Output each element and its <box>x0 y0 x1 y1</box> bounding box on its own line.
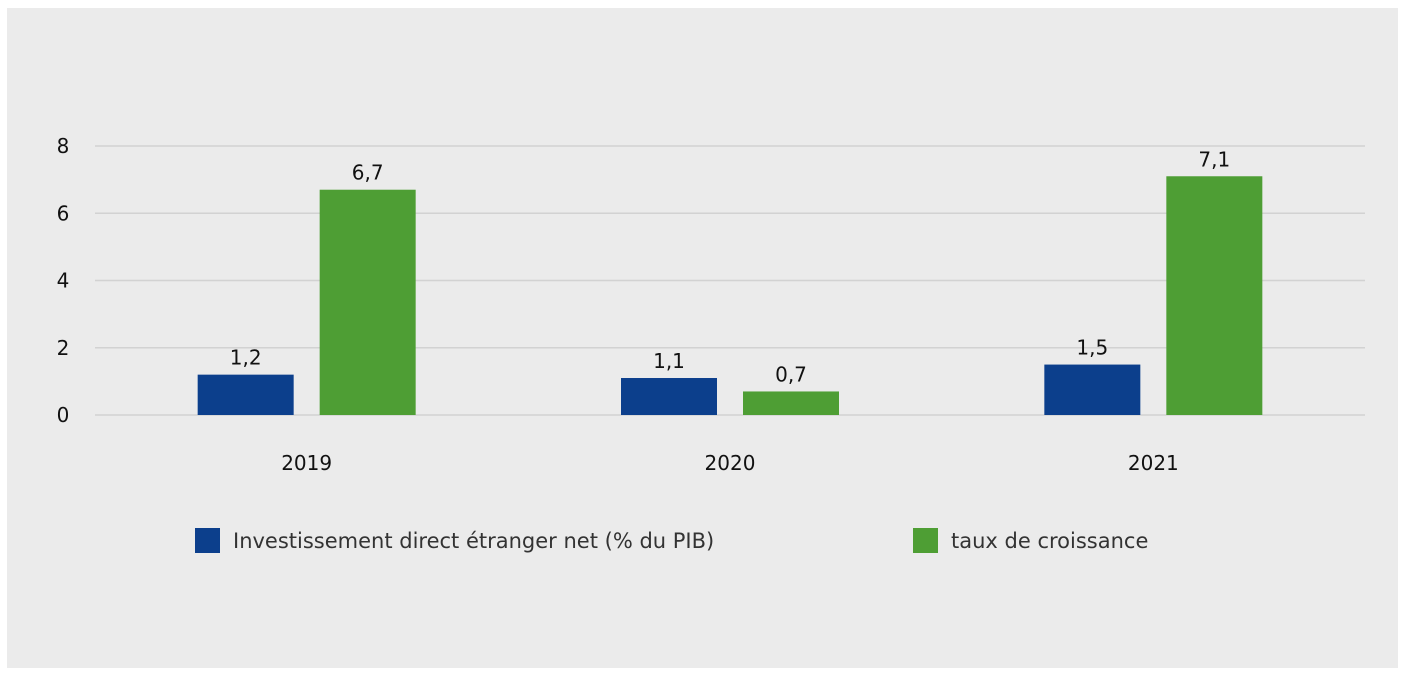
bar <box>1044 364 1141 415</box>
data-labels: 1,2 6,7 1,1 0,7 1,5 7,1 <box>230 147 1230 386</box>
y-tick-label: 8 <box>57 134 70 158</box>
y-axis-tick-labels: 0 2 4 6 8 <box>57 134 70 427</box>
legend-swatch <box>195 528 220 553</box>
bar <box>319 189 416 415</box>
data-label: 0,7 <box>775 362 807 386</box>
chart-area <box>7 8 1398 668</box>
y-tick-label: 6 <box>57 201 70 225</box>
y-tick-label: 2 <box>57 336 70 360</box>
y-tick-label: 4 <box>57 269 70 293</box>
x-category-label: 2021 <box>1128 451 1179 475</box>
bar <box>743 391 839 415</box>
x-category-label: 2019 <box>281 451 332 475</box>
legend-swatch <box>913 528 938 553</box>
legend: Investissement direct étranger net (% du… <box>195 528 1148 553</box>
data-label: 6,7 <box>352 161 384 185</box>
legend-label: taux de croissance <box>951 529 1148 553</box>
x-category-label: 2020 <box>705 451 756 475</box>
bar <box>197 374 294 415</box>
y-tick-label: 0 <box>57 403 70 427</box>
bar <box>1166 176 1263 415</box>
data-label: 1,1 <box>653 349 685 373</box>
bars <box>197 176 1263 415</box>
data-label: 1,2 <box>230 346 262 370</box>
x-axis-category-labels: 2019 2020 2021 <box>281 451 1179 475</box>
legend-label: Investissement direct étranger net (% du… <box>233 529 714 553</box>
bar <box>621 378 717 415</box>
data-label: 1,5 <box>1076 336 1108 360</box>
data-label: 7,1 <box>1198 147 1230 171</box>
gridlines <box>95 145 1365 416</box>
